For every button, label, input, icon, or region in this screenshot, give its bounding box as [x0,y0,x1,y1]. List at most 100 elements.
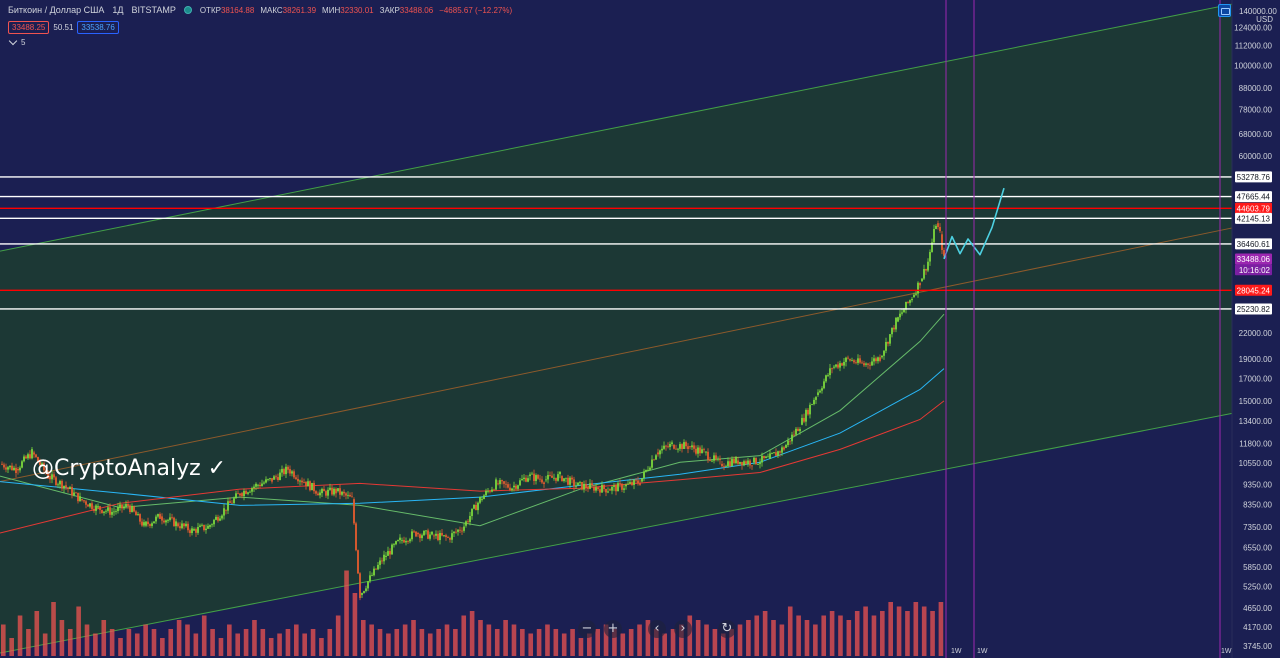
candle-body [479,496,481,503]
volume-bar [419,629,425,656]
candle-body [755,457,757,465]
volume-bar [737,624,743,656]
zoom-out-button[interactable]: − [578,620,596,638]
candle-body [551,475,553,478]
candle-body [325,491,327,496]
candle-body [371,575,373,577]
candle-body [307,481,309,487]
candle-body [869,364,871,366]
candle-body [579,481,581,483]
candle-body [379,560,381,565]
candle-body [337,488,339,492]
candle-body [31,449,33,459]
candle-body [537,475,539,479]
candle-body [297,478,299,482]
candle-body [323,488,325,492]
candle-body [447,537,449,538]
candle-body [59,480,61,485]
volume-bar [134,633,140,656]
candle-body [477,502,479,511]
screenshot-icon[interactable] [1218,4,1231,17]
candle-body [13,467,15,471]
volume-bar [268,638,274,656]
candle-body [813,399,815,405]
candle-body [721,463,723,467]
candle-body [681,444,683,449]
zoom-in-button[interactable]: + [604,620,622,638]
volume-bar [930,611,935,656]
price-badge-label: 10:16:02 [1239,266,1271,275]
volume-bar [453,629,458,656]
candle-body [273,476,275,480]
candle-body [427,530,429,539]
candle-body [807,409,809,415]
candle-body [841,363,843,366]
candle-body [309,481,311,491]
candle-body [299,480,301,482]
price-axis-tick: 13400.00 [1239,417,1273,426]
candle-body [65,485,67,488]
candle-body [95,505,97,511]
volume-bar [478,620,483,656]
candle-body [695,448,697,454]
ohlc-key: МАКС [260,5,283,15]
indicators-toggle[interactable]: 5 [8,36,25,47]
candle-body [315,491,317,494]
candle-body [781,447,783,453]
candle-body [85,501,87,505]
spread-value: 50.51 [53,23,74,32]
candle-body [345,493,347,496]
candle-body [163,520,165,523]
candle-body [921,278,923,282]
candle-body [635,479,637,481]
scroll-right-button[interactable]: › [674,620,692,638]
candle-body [281,468,283,473]
candle-body [743,461,745,466]
candle-body [29,454,31,459]
candle-body [25,456,27,459]
candle-body [265,479,267,483]
candle-body [683,442,685,449]
timeframe-label[interactable]: 1Д [112,5,124,15]
candle-body [425,530,427,532]
reset-chart-button[interactable]: ↻ [718,620,736,638]
candle-body [523,477,525,479]
candle-body [801,417,803,425]
chart-header: Биткоин / Доллар США 1Д BITSTAMP ОТКР381… [8,5,512,15]
candle-body [861,362,863,364]
moving-average-line [0,313,945,527]
candle-body [91,503,93,509]
candle-body [63,485,65,489]
candle-body [505,483,507,485]
candle-body [137,514,139,516]
candle-body [341,491,343,495]
candle-body [529,474,531,477]
candle-body [271,478,273,482]
buy-price-button[interactable]: 33538.76 [77,21,119,34]
candle-body [771,453,773,455]
price-axis-tick: 124000.00 [1234,24,1272,33]
volume-bar [469,611,475,656]
symbol-name[interactable]: Биткоин / Доллар США [8,5,105,15]
candle-body [677,448,679,450]
candle-body [429,534,431,539]
candle-body [143,522,145,526]
candle-body [1,463,3,465]
candle-body [633,479,635,485]
candle-body [723,466,725,468]
sell-price-button[interactable]: 33488.25 [8,21,50,34]
candle-body [517,485,519,489]
scroll-left-button[interactable]: ‹ [648,620,666,638]
candle-body [157,514,159,517]
volume-bar [218,638,224,656]
candle-body [7,467,9,470]
price-axis-tick: 4650.00 [1243,604,1272,613]
volume-bar [779,624,785,656]
ohlc-value: 38261.39 [282,5,317,15]
candle-body [585,483,587,488]
candle-body [171,517,173,519]
volume-bar [486,624,492,656]
candle-body [233,498,235,504]
